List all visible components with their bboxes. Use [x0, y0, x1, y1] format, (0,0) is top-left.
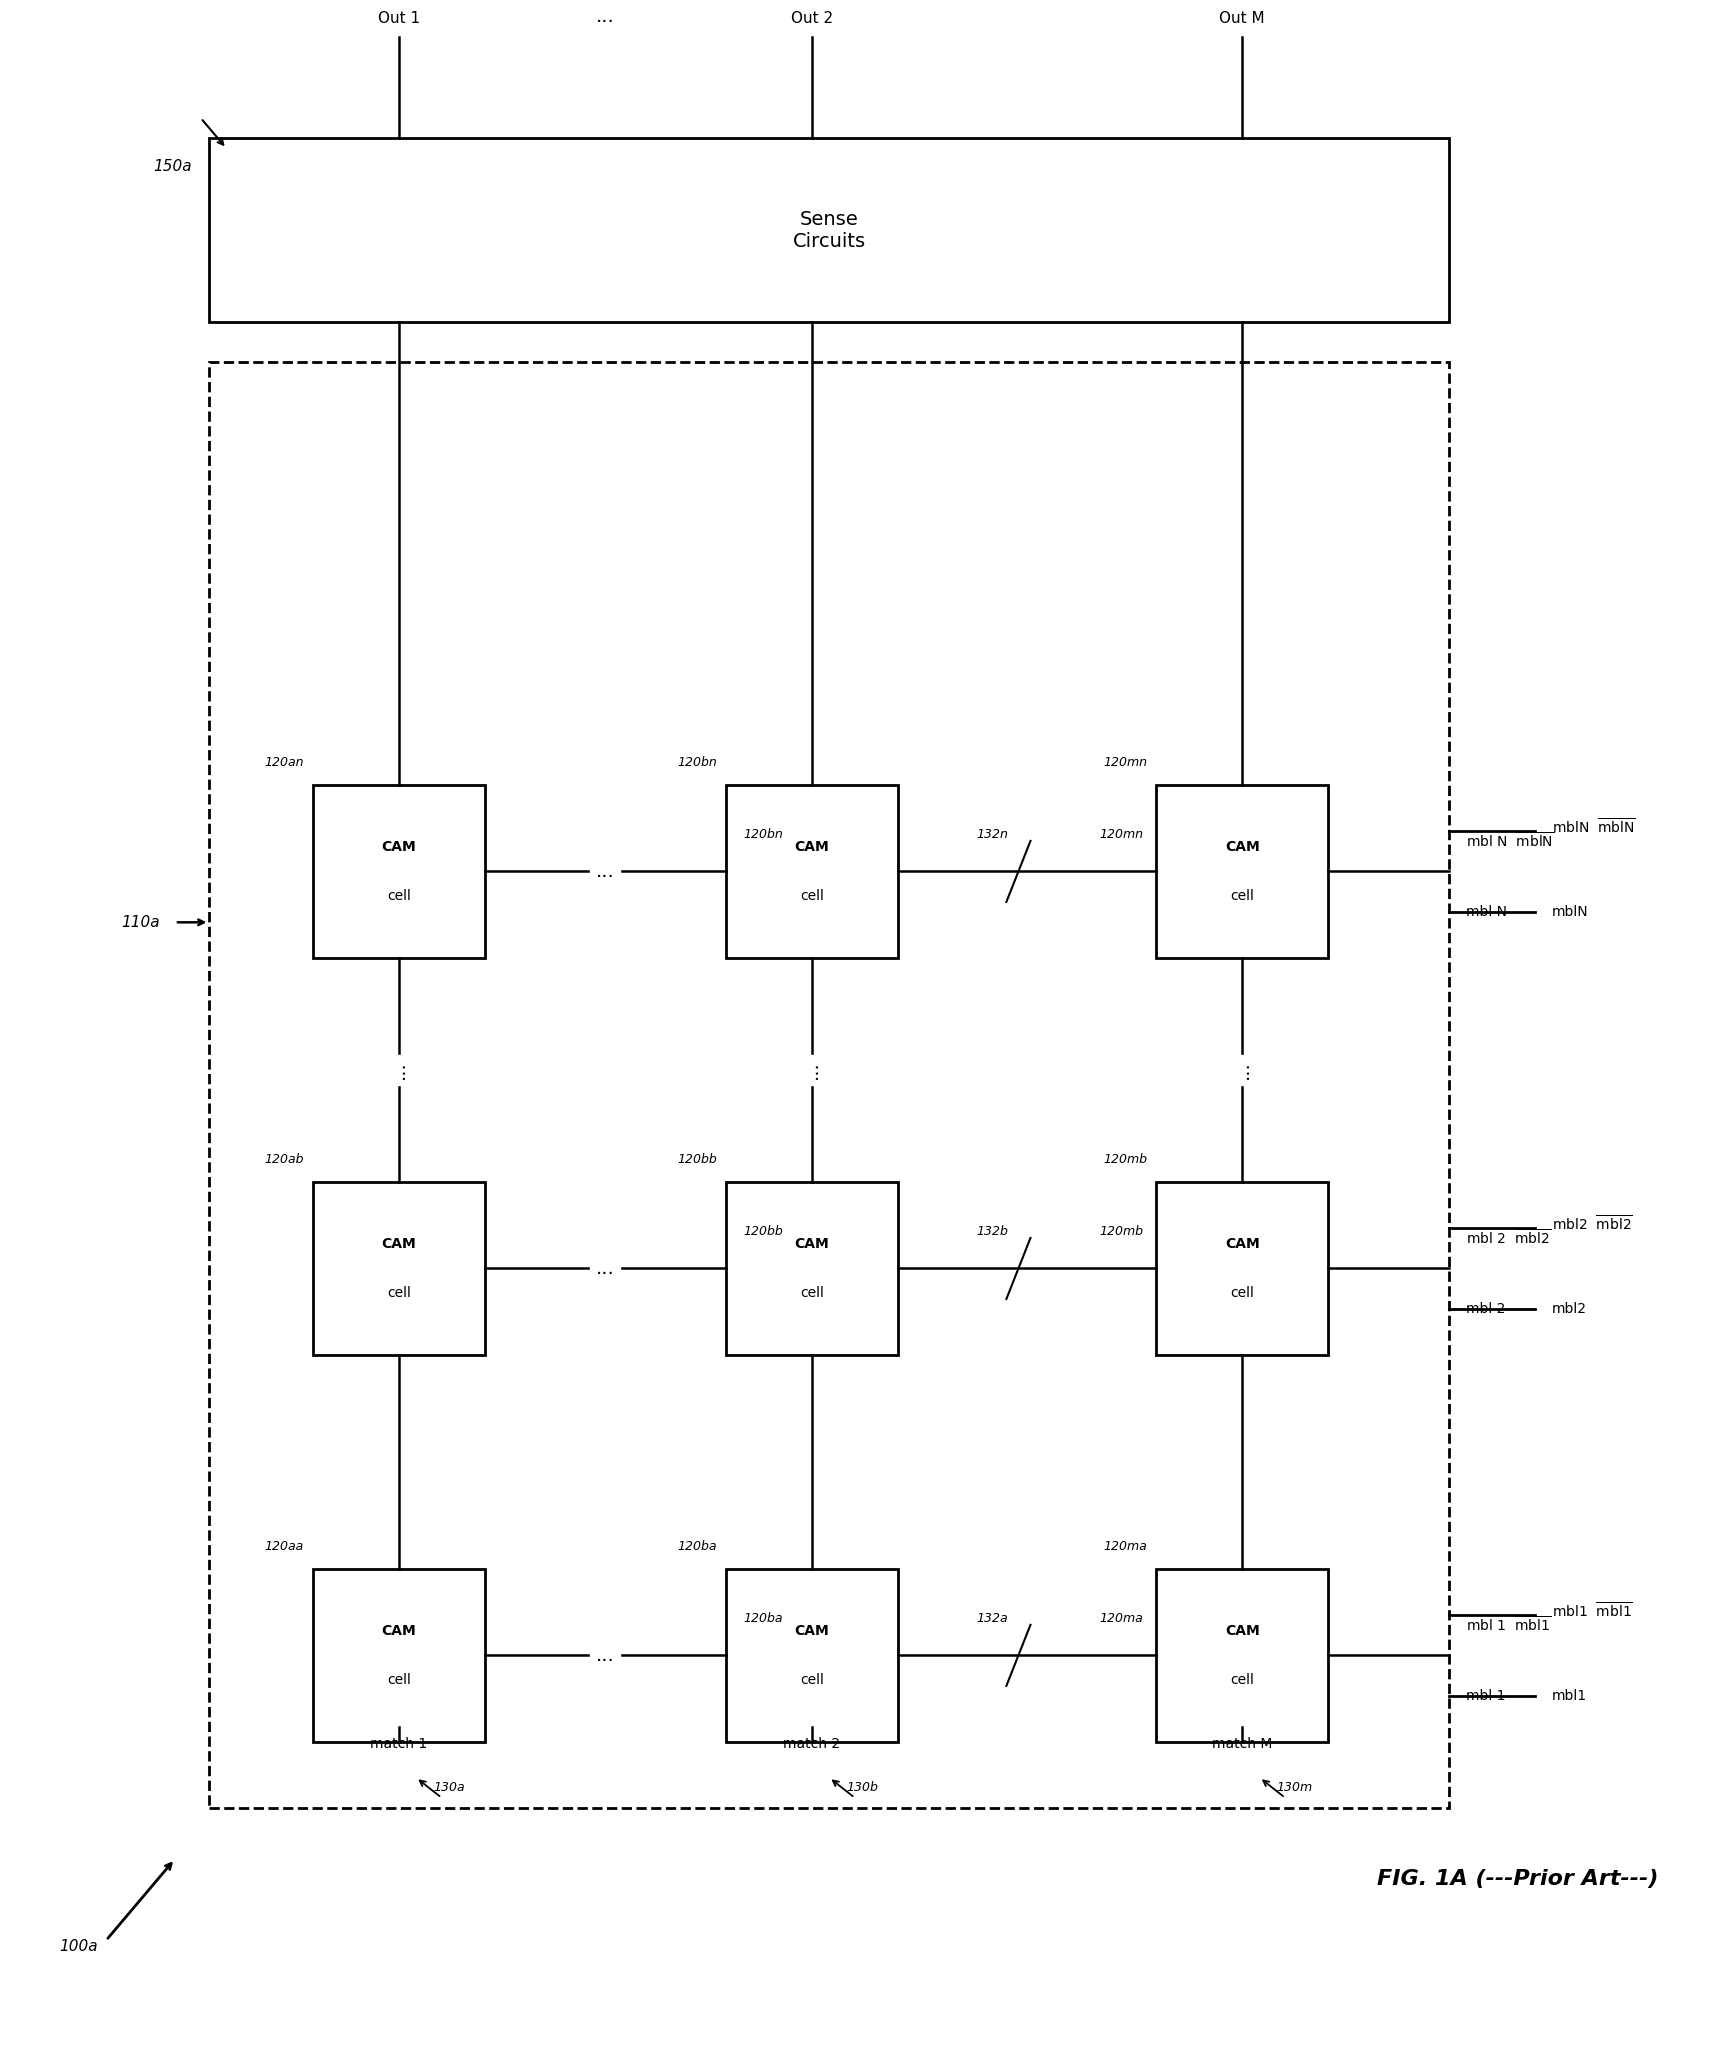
Text: 120mb: 120mb — [1100, 1225, 1143, 1237]
Text: 120bn: 120bn — [743, 828, 782, 840]
Text: 130a: 130a — [433, 1781, 465, 1793]
Text: 120bb: 120bb — [743, 1225, 782, 1237]
Bar — [1155, 785, 1328, 957]
Text: 132a: 132a — [977, 1611, 1009, 1626]
Text: mbl1  $\overline{\mathrm{mbl1}}$: mbl1 $\overline{\mathrm{mbl1}}$ — [1553, 1601, 1634, 1620]
Text: mblN: mblN — [1553, 906, 1589, 918]
Text: ...: ... — [596, 1646, 615, 1665]
Text: CAM: CAM — [1224, 1624, 1259, 1638]
Text: 120bb: 120bb — [677, 1153, 717, 1166]
Bar — [209, 362, 1449, 1808]
Text: 120ba: 120ba — [677, 1540, 717, 1552]
Text: Sense
Circuits: Sense Circuits — [793, 209, 865, 249]
Text: ...: ... — [596, 861, 615, 881]
Text: 120mn: 120mn — [1104, 755, 1147, 769]
Text: CAM: CAM — [794, 840, 829, 855]
Bar — [725, 785, 898, 957]
Text: 100a: 100a — [59, 1939, 97, 1955]
Bar — [725, 1569, 898, 1742]
Text: mbl 2: mbl 2 — [1466, 1303, 1506, 1317]
Text: cell: cell — [800, 1673, 824, 1687]
Text: 120mb: 120mb — [1104, 1153, 1147, 1166]
Text: mbl 2  $\overline{\mathrm{mbl2}}$: mbl 2 $\overline{\mathrm{mbl2}}$ — [1466, 1229, 1551, 1247]
Bar — [313, 785, 485, 957]
Text: mbl N  $\overline{\mathrm{mblN}}$: mbl N $\overline{\mathrm{mblN}}$ — [1466, 830, 1554, 851]
Text: match 2: match 2 — [784, 1736, 841, 1751]
Text: match 1: match 1 — [370, 1736, 427, 1751]
Text: Out M: Out M — [1219, 12, 1266, 27]
Text: cell: cell — [1230, 1673, 1254, 1687]
Text: 132n: 132n — [977, 828, 1009, 840]
Text: 110a: 110a — [121, 914, 161, 930]
Text: 150a: 150a — [154, 160, 192, 174]
Text: mbl 1: mbl 1 — [1466, 1689, 1506, 1703]
Text: cell: cell — [800, 890, 824, 902]
Text: Out 2: Out 2 — [791, 12, 832, 27]
Bar — [725, 1182, 898, 1356]
Text: cell: cell — [1230, 1286, 1254, 1301]
Bar — [313, 1182, 485, 1356]
Text: ...: ... — [596, 8, 615, 27]
Text: cell: cell — [387, 890, 411, 902]
Text: 120mn: 120mn — [1100, 828, 1143, 840]
Text: 120an: 120an — [264, 755, 304, 769]
Text: mbl2  $\overline{\mathrm{mbl2}}$: mbl2 $\overline{\mathrm{mbl2}}$ — [1553, 1215, 1634, 1233]
Text: CAM: CAM — [794, 1624, 829, 1638]
Text: CAM: CAM — [794, 1237, 829, 1252]
Text: cell: cell — [387, 1286, 411, 1301]
Text: ...: ... — [596, 1260, 615, 1278]
Text: cell: cell — [387, 1673, 411, 1687]
Text: CAM: CAM — [382, 840, 416, 855]
Text: mbl 1  $\overline{\mathrm{mbl1}}$: mbl 1 $\overline{\mathrm{mbl1}}$ — [1466, 1616, 1551, 1634]
Text: cell: cell — [1230, 890, 1254, 902]
Text: 130b: 130b — [846, 1781, 877, 1793]
Text: CAM: CAM — [1224, 840, 1259, 855]
Text: 120aa: 120aa — [264, 1540, 304, 1552]
Text: mblN  $\overline{\mathrm{mblN}}$: mblN $\overline{\mathrm{mblN}}$ — [1553, 816, 1635, 836]
Text: CAM: CAM — [382, 1624, 416, 1638]
Text: mbl2: mbl2 — [1553, 1303, 1587, 1317]
Text: ...: ... — [803, 1061, 822, 1080]
Bar — [313, 1569, 485, 1742]
Text: 120ab: 120ab — [264, 1153, 304, 1166]
Bar — [209, 139, 1449, 321]
Text: mbl N: mbl N — [1466, 906, 1508, 918]
Text: mbl1: mbl1 — [1553, 1689, 1587, 1703]
Text: 120ba: 120ba — [743, 1611, 782, 1626]
Text: FIG. 1A (---Prior Art---): FIG. 1A (---Prior Art---) — [1376, 1869, 1658, 1890]
Text: ...: ... — [1233, 1061, 1252, 1080]
Text: ...: ... — [389, 1061, 408, 1080]
Text: 120bn: 120bn — [677, 755, 717, 769]
Bar — [1155, 1569, 1328, 1742]
Bar — [1155, 1182, 1328, 1356]
Text: CAM: CAM — [1224, 1237, 1259, 1252]
Text: 120ma: 120ma — [1104, 1540, 1147, 1552]
Text: CAM: CAM — [382, 1237, 416, 1252]
Text: Out 1: Out 1 — [378, 12, 420, 27]
Text: match M: match M — [1212, 1736, 1273, 1751]
Text: 130m: 130m — [1276, 1781, 1313, 1793]
Text: 132b: 132b — [977, 1225, 1009, 1237]
Text: 120ma: 120ma — [1100, 1611, 1143, 1626]
Text: cell: cell — [800, 1286, 824, 1301]
